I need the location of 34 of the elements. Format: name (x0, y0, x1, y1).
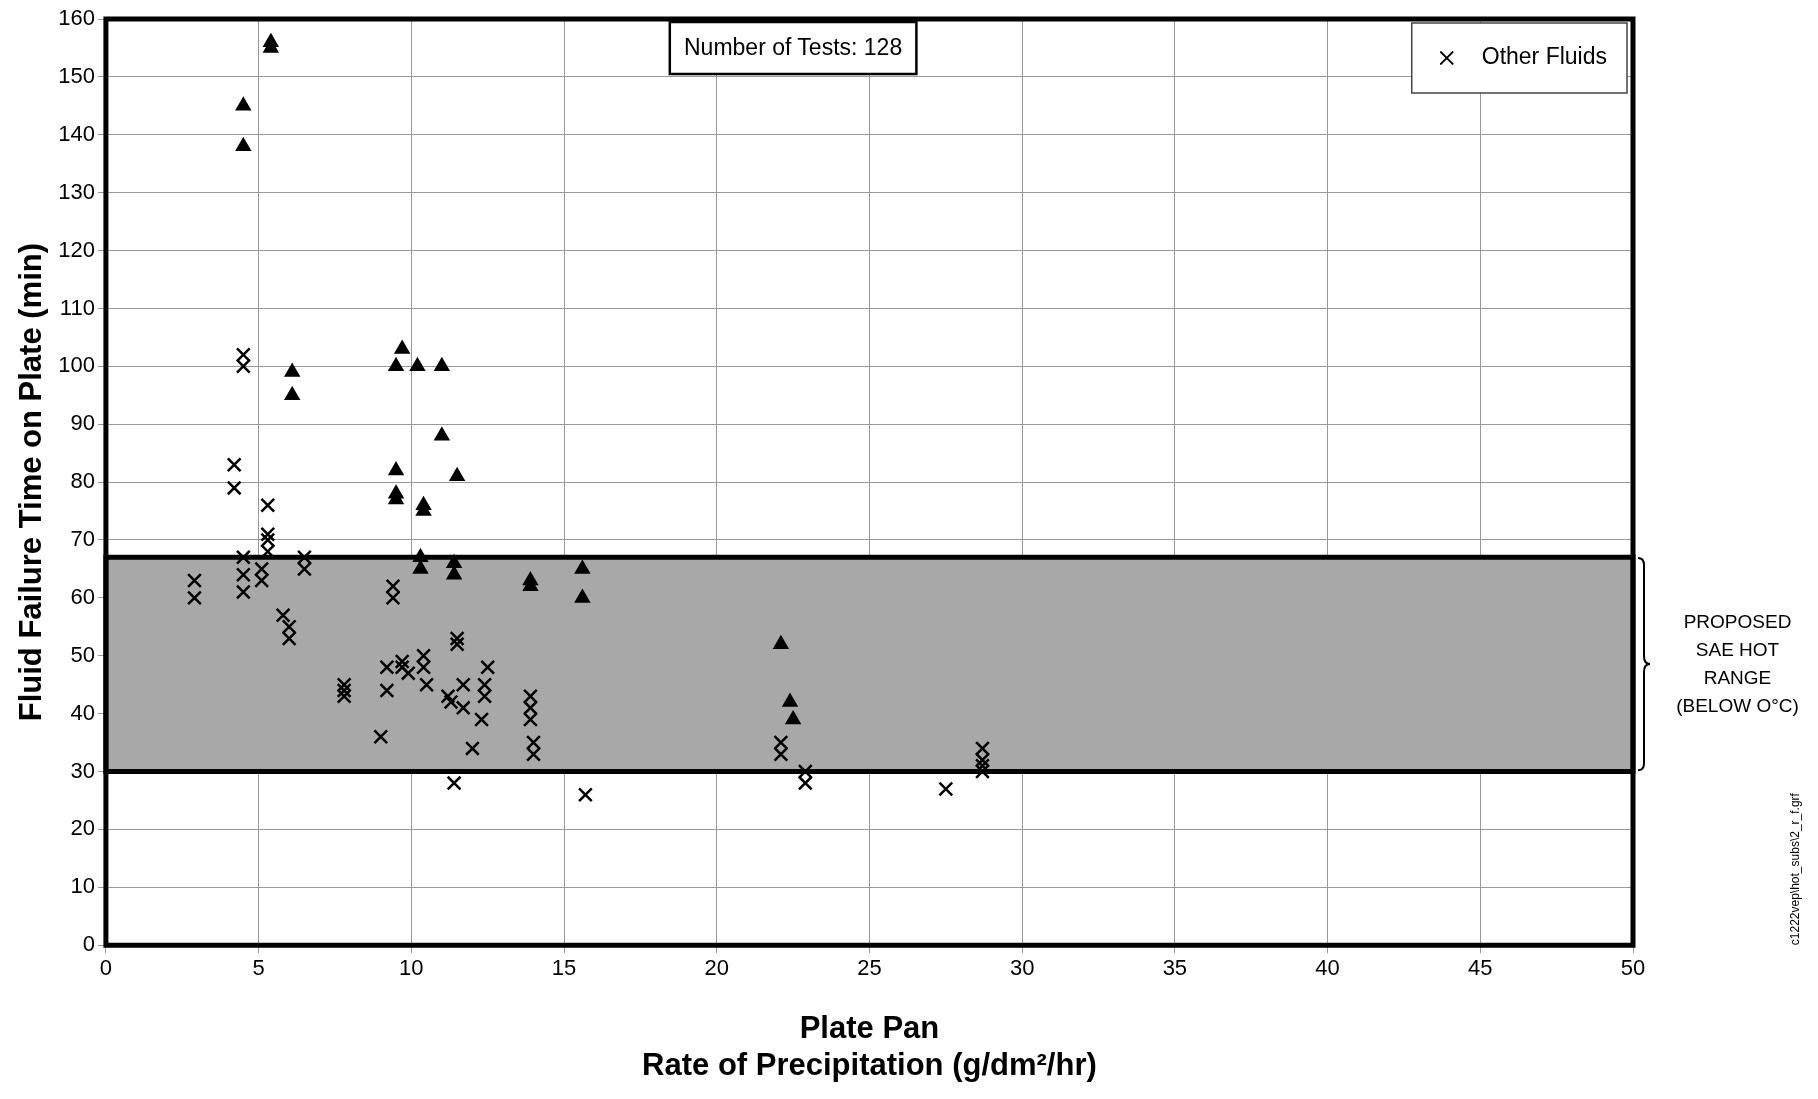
y-tick-label: 70 (70, 526, 95, 552)
x-tick-label: 40 (1315, 955, 1340, 981)
y-tick-label: 150 (58, 62, 95, 88)
y-tick-label: 0 (82, 931, 95, 957)
x-tick-label: 35 (1162, 955, 1188, 981)
y-tick-label: 130 (58, 178, 95, 204)
x-tick-label: 20 (704, 955, 729, 981)
legend-label: Other Fluids (1481, 43, 1607, 70)
y-tick-label: 120 (58, 236, 95, 262)
y-tick-label: 100 (58, 352, 95, 378)
y-tick-label: 50 (70, 641, 95, 667)
y-tick-label: 110 (59, 294, 95, 320)
y-tick-label: 90 (70, 410, 95, 436)
x-axis-title: Plate Pan Rate of Precipitation (g/dm²/hr) (642, 1009, 1097, 1082)
y-tick-label: 140 (58, 120, 95, 146)
x-tick-label: 45 (1468, 955, 1493, 981)
y-tick-label: 80 (70, 468, 95, 494)
y-axis-title: Fluid Failure Time on Plate (min) (13, 242, 49, 722)
x-tick-label: 5 (252, 955, 265, 981)
x-tick-label: 0 (99, 955, 113, 981)
y-tick-label: 30 (70, 757, 95, 783)
x-tick-label: 10 (399, 955, 424, 981)
y-tick-label: 60 (70, 583, 95, 609)
x-tick-label: 30 (1009, 955, 1035, 981)
x-tick-label: 50 (1620, 955, 1646, 981)
y-tick-label: 160 (58, 5, 95, 31)
y-tick-label: 20 (70, 815, 95, 841)
y-tick-label: 10 (70, 873, 95, 899)
text: c1222vep\hot_subs\2_r_f.grf (1788, 792, 1803, 946)
x-tick-label: 15 (551, 955, 577, 981)
x-tick-label: 25 (857, 955, 882, 981)
band-label: PROPOSED SAE HOT RANGE (BELOW O°C) (1676, 610, 1799, 716)
y-tick-label: 40 (70, 699, 95, 725)
annotation: Number of Tests: 128 (684, 34, 903, 61)
